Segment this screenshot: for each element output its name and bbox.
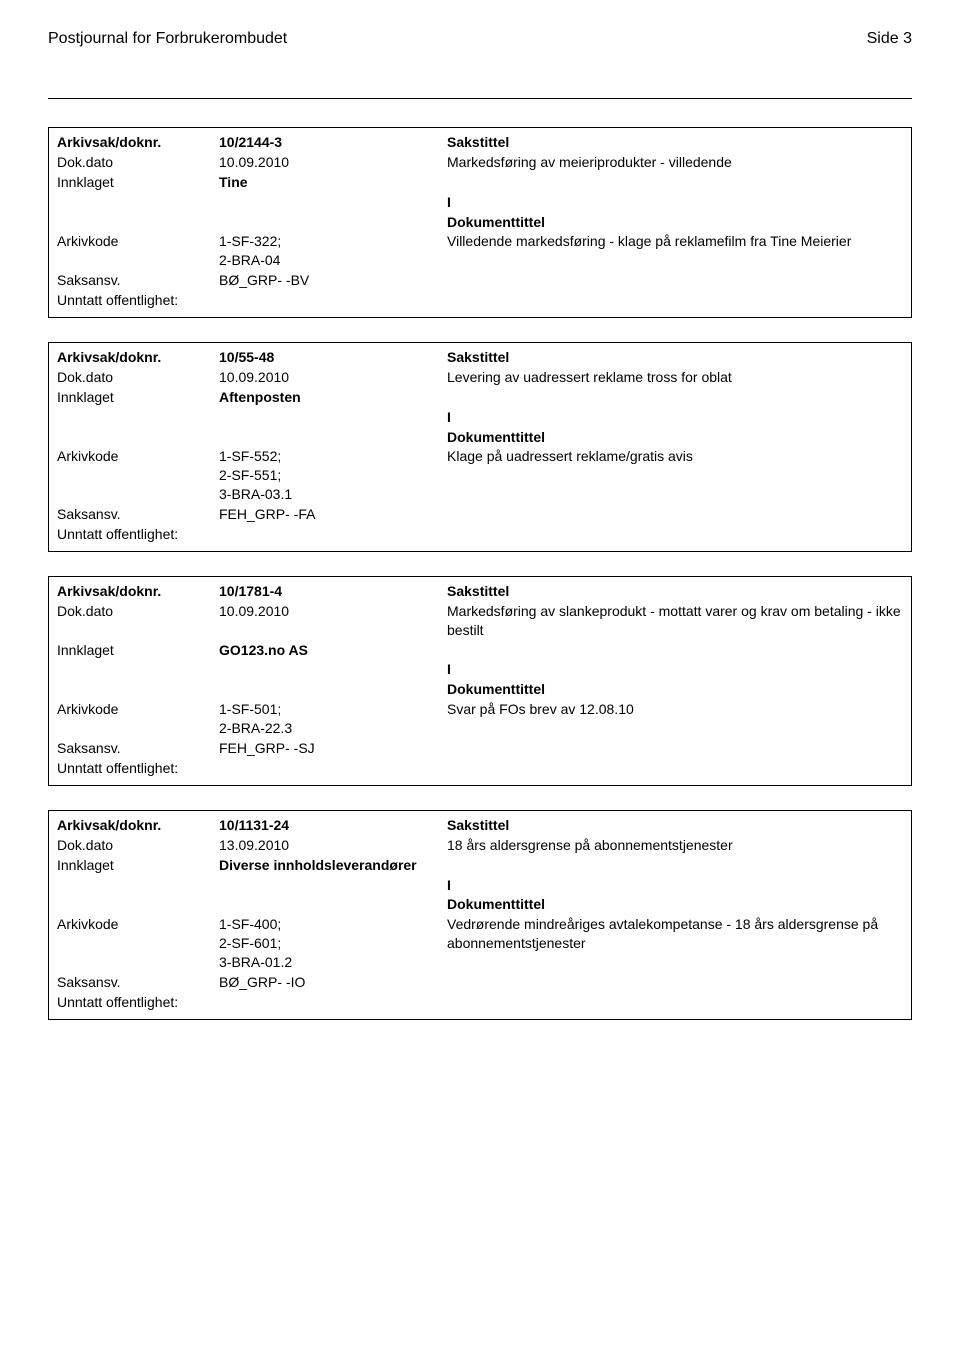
record: Arkivsak/doknr.10/2144-3Sakstittel Dok.da… <box>48 127 912 318</box>
unntatt-label: Unntatt offentlighet: <box>57 759 178 778</box>
arkivsak-label: Arkivsak/doknr. <box>57 816 219 835</box>
sakstittel-value: Markedsføring av meieriprodukter - ville… <box>447 153 903 172</box>
io-flag: I <box>447 408 903 427</box>
unntatt-label: Unntatt offentlighet: <box>57 525 178 544</box>
innklaget-label: Innklaget <box>57 388 219 407</box>
arkivsak-value: 10/1131-24 <box>219 816 447 835</box>
innklaget-label: Innklaget <box>57 173 219 192</box>
arkivkode-label: Arkivkode <box>57 915 219 934</box>
io-flag: I <box>447 876 903 895</box>
arkivsak-value: 10/55-48 <box>219 348 447 367</box>
saksansv-label: Saksansv. <box>57 973 219 992</box>
dokumenttittel-value: Svar på FOs brev av 12.08.10 <box>447 700 903 719</box>
arkivsak-label: Arkivsak/doknr. <box>57 133 219 152</box>
arkivsak-value: 10/1781-4 <box>219 582 447 601</box>
arkivsak-label: Arkivsak/doknr. <box>57 348 219 367</box>
arkivkode-value: 1-SF-322;2-BRA-04 <box>219 232 447 270</box>
dokumenttittel-value: Klage på uadressert reklame/gratis avis <box>447 447 903 466</box>
io-flag: I <box>447 660 903 679</box>
dokdato-label: Dok.dato <box>57 153 219 172</box>
header-page-number: Side 3 <box>867 30 912 48</box>
innklaget-value: Diverse innholdsleverandører <box>219 856 447 875</box>
saksansv-value: BØ_GRP- -BV <box>219 271 447 290</box>
dokumenttittel-value: Vedrørende mindreåriges avtalekompetanse… <box>447 915 903 953</box>
dokdato-value: 10.09.2010 <box>219 153 447 172</box>
saksansv-label: Saksansv. <box>57 505 219 524</box>
dokumenttittel-label: Dokumenttittel <box>447 680 903 699</box>
innklaget-label: Innklaget <box>57 856 219 875</box>
sakstittel-label: Sakstittel <box>447 582 903 601</box>
saksansv-value: FEH_GRP- -FA <box>219 505 447 524</box>
sakstittel-value: Levering av uadressert reklame tross for… <box>447 368 903 387</box>
record: Arkivsak/doknr.10/1131-24Sakstittel Dok.d… <box>48 810 912 1020</box>
sakstittel-label: Sakstittel <box>447 348 903 367</box>
dokdato-value: 10.09.2010 <box>219 602 447 621</box>
arkivkode-value: 1-SF-400;2-SF-601;3-BRA-01.2 <box>219 915 447 972</box>
records-list: Arkivsak/doknr.10/2144-3SakstittelDok.da… <box>48 127 912 1020</box>
arkivsak-value: 10/2144-3 <box>219 133 447 152</box>
innklaget-value: Tine <box>219 173 447 192</box>
arkivsak-label: Arkivsak/doknr. <box>57 582 219 601</box>
innklaget-label: Innklaget <box>57 641 219 660</box>
unntatt-label: Unntatt offentlighet: <box>57 993 178 1012</box>
arkivkode-value: 1-SF-552;2-SF-551;3-BRA-03.1 <box>219 447 447 504</box>
saksansv-label: Saksansv. <box>57 271 219 290</box>
innklaget-value: GO123.no AS <box>219 641 447 660</box>
dokdato-value: 10.09.2010 <box>219 368 447 387</box>
dokumenttittel-label: Dokumenttittel <box>447 895 903 914</box>
saksansv-value: FEH_GRP- -SJ <box>219 739 447 758</box>
sakstittel-label: Sakstittel <box>447 816 903 835</box>
dokumenttittel-label: Dokumenttittel <box>447 213 903 232</box>
page-header: Postjournal for Forbrukerombudet Side 3 <box>48 30 912 48</box>
sakstittel-value: 18 års aldersgrense på abonnementstjenes… <box>447 836 903 855</box>
dokdato-value: 13.09.2010 <box>219 836 447 855</box>
dokdato-label: Dok.dato <box>57 836 219 855</box>
unntatt-label: Unntatt offentlighet: <box>57 291 178 310</box>
io-flag: I <box>447 193 903 212</box>
header-divider <box>48 98 912 99</box>
saksansv-label: Saksansv. <box>57 739 219 758</box>
sakstittel-value: Markedsføring av slankeprodukt - mottatt… <box>447 602 903 640</box>
arkivkode-label: Arkivkode <box>57 232 219 251</box>
dokdato-label: Dok.dato <box>57 602 219 621</box>
page-container: Postjournal for Forbrukerombudet Side 3 … <box>0 0 960 1084</box>
saksansv-value: BØ_GRP- -IO <box>219 973 447 992</box>
record: Arkivsak/doknr.10/1781-4Sakstittel Dok.da… <box>48 576 912 786</box>
record: Arkivsak/doknr.10/55-48Sakstittel Dok.dat… <box>48 342 912 552</box>
arkivkode-label: Arkivkode <box>57 700 219 719</box>
innklaget-value: Aftenposten <box>219 388 447 407</box>
dokumenttittel-value: Villedende markedsføring - klage på rekl… <box>447 232 903 251</box>
dokdato-label: Dok.dato <box>57 368 219 387</box>
dokumenttittel-label: Dokumenttittel <box>447 428 903 447</box>
header-title: Postjournal for Forbrukerombudet <box>48 30 287 48</box>
arkivkode-value: 1-SF-501;2-BRA-22.3 <box>219 700 447 738</box>
sakstittel-label: Sakstittel <box>447 133 903 152</box>
arkivkode-label: Arkivkode <box>57 447 219 466</box>
